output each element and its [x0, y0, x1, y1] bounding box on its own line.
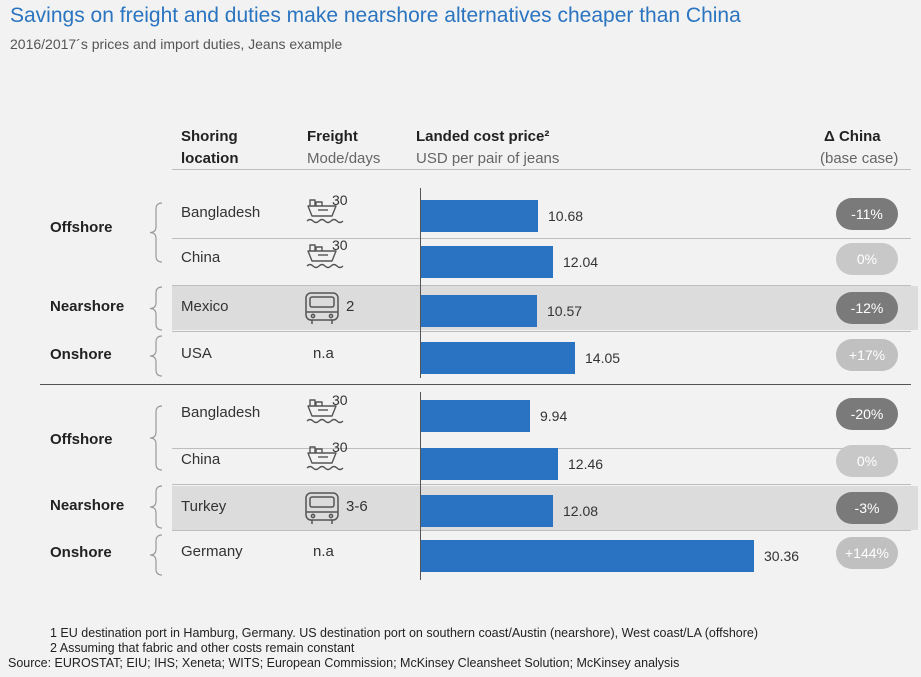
delta-badge: 0%	[836, 243, 898, 275]
row-location: Bangladesh	[181, 204, 261, 221]
header-delta-line2: (base case)	[820, 150, 899, 167]
truck-icon	[305, 292, 339, 324]
header-landed-line2: USD per pair of jeans	[416, 150, 560, 167]
truck-icon	[305, 492, 339, 524]
chart-subtitle: 2016/2017´s prices and import duties, Je…	[10, 36, 343, 52]
row-separator	[172, 285, 911, 286]
bar	[421, 540, 754, 572]
brace-icon	[149, 335, 163, 377]
row-freight-days: n.a	[313, 345, 334, 362]
bar-value-label: 10.68	[548, 208, 584, 224]
source-note: Source: EUROSTAT; EIU; IHS; Xeneta; WITS…	[8, 656, 680, 670]
row-freight-days: n.a	[313, 543, 334, 560]
footnote-2: 2 Assuming that fabric and other costs r…	[50, 641, 355, 655]
row-location: USA	[181, 345, 212, 362]
row-separator	[172, 331, 911, 332]
header-location: Shoring location	[181, 126, 239, 170]
bar-value-label: 12.04	[563, 254, 599, 270]
delta-badge: -20%	[836, 398, 898, 430]
bar-axis	[420, 188, 421, 378]
bar	[421, 295, 537, 327]
delta-badge: -11%	[836, 198, 898, 230]
header-location-line1: Shoring	[181, 128, 238, 145]
header-landed-cost: Landed cost price² USD per pair of jeans	[416, 126, 559, 170]
row-freight-days: 30	[332, 237, 348, 253]
bar-value-label: 9.94	[540, 408, 568, 424]
row-location: Bangladesh	[181, 404, 261, 421]
ship-icon	[306, 244, 344, 269]
brace-icon	[149, 405, 163, 471]
group-label: Nearshore	[50, 497, 125, 514]
header-location-line2: location	[181, 150, 239, 167]
row-freight-days: 2	[346, 298, 355, 315]
row-freight-days: 30	[332, 392, 348, 408]
bar-value-label: 12.46	[568, 456, 604, 472]
row-freight-days: 3-6	[346, 498, 368, 515]
brace-icon	[149, 202, 163, 263]
group-label: Offshore	[50, 431, 113, 448]
bar	[421, 448, 558, 480]
bar-axis	[420, 392, 421, 580]
ship-icon	[306, 199, 344, 224]
header-delta-line1: Δ China	[824, 128, 881, 145]
brace-icon	[149, 286, 163, 331]
bar-value-label: 10.57	[547, 303, 583, 319]
group-label: Onshore	[50, 346, 112, 363]
header-delta: Δ China (base case)	[820, 126, 898, 170]
row-separator	[172, 169, 911, 170]
row-separator	[172, 238, 911, 239]
bar	[421, 200, 538, 232]
row-separator	[172, 484, 911, 485]
delta-badge: -12%	[836, 292, 898, 324]
header-freight: Freight Mode/days	[307, 126, 380, 170]
header-freight-line1: Freight	[307, 128, 358, 145]
bar	[421, 342, 575, 374]
row-location: Germany	[181, 543, 243, 560]
chart-title: Savings on freight and duties make nears…	[10, 4, 741, 27]
row-highlight	[172, 286, 918, 330]
footnote-1: 1 EU destination port in Hamburg, German…	[50, 626, 758, 640]
brace-icon	[149, 534, 163, 576]
row-freight-days: 30	[332, 439, 348, 455]
delta-badge: +17%	[836, 339, 898, 371]
header-landed-line1: Landed cost price²	[416, 128, 550, 145]
bar-value-label: 12.08	[563, 503, 599, 519]
delta-badge: +144%	[836, 537, 898, 569]
bar	[421, 495, 553, 527]
bar	[421, 246, 553, 278]
group-label: Onshore	[50, 544, 112, 561]
bar-value-label: 14.05	[585, 350, 621, 366]
group-label: Offshore	[50, 219, 113, 236]
row-location: Turkey	[181, 498, 227, 515]
row-location: Mexico	[181, 298, 229, 315]
bar	[421, 400, 530, 432]
group-label: Nearshore	[50, 298, 125, 315]
section-divider	[40, 384, 911, 385]
row-location: China	[181, 249, 221, 266]
brace-icon	[149, 485, 163, 529]
row-separator	[172, 530, 911, 531]
bar-value-label: 30.36	[764, 548, 800, 564]
ship-icon	[306, 446, 344, 471]
delta-badge: 0%	[836, 445, 898, 477]
row-freight-days: 30	[332, 192, 348, 208]
ship-icon	[306, 399, 344, 424]
header-freight-line2: Mode/days	[307, 150, 381, 167]
row-location: China	[181, 451, 221, 468]
delta-badge: -3%	[836, 492, 898, 524]
